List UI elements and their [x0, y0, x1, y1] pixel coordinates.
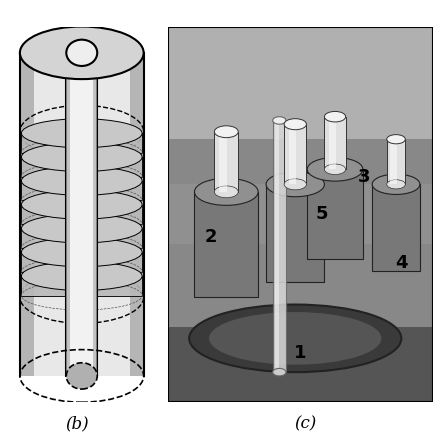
Ellipse shape [194, 178, 258, 206]
Polygon shape [273, 121, 286, 372]
Polygon shape [214, 132, 238, 192]
Ellipse shape [22, 166, 142, 195]
Ellipse shape [22, 214, 142, 243]
Ellipse shape [266, 172, 324, 197]
Ellipse shape [307, 157, 363, 181]
Ellipse shape [214, 186, 238, 198]
Ellipse shape [214, 126, 238, 137]
Polygon shape [20, 53, 144, 376]
Ellipse shape [22, 119, 142, 148]
Ellipse shape [324, 164, 346, 175]
Ellipse shape [20, 27, 144, 79]
Ellipse shape [387, 180, 405, 189]
Ellipse shape [22, 238, 142, 267]
Polygon shape [390, 139, 397, 184]
Polygon shape [66, 53, 97, 376]
Polygon shape [21, 252, 142, 272]
Text: 2: 2 [204, 228, 217, 246]
Ellipse shape [22, 143, 142, 171]
Bar [168, 327, 433, 402]
Text: (b): (b) [65, 416, 89, 433]
Ellipse shape [22, 190, 142, 219]
Ellipse shape [284, 119, 306, 130]
Polygon shape [20, 53, 34, 376]
Text: 5: 5 [316, 206, 328, 223]
Ellipse shape [273, 117, 286, 124]
Ellipse shape [66, 363, 97, 389]
Polygon shape [219, 132, 228, 192]
Polygon shape [194, 192, 258, 297]
Ellipse shape [324, 111, 346, 122]
Text: 1: 1 [294, 344, 307, 362]
Ellipse shape [273, 369, 286, 376]
Ellipse shape [22, 262, 142, 290]
Ellipse shape [284, 179, 306, 190]
Polygon shape [307, 169, 363, 259]
Polygon shape [329, 117, 336, 169]
Ellipse shape [189, 305, 401, 372]
Polygon shape [93, 53, 97, 376]
Polygon shape [275, 121, 279, 372]
Polygon shape [21, 133, 142, 153]
Polygon shape [21, 157, 142, 176]
Polygon shape [21, 181, 142, 200]
Text: (c): (c) [294, 416, 316, 433]
Ellipse shape [372, 174, 420, 194]
Ellipse shape [209, 312, 381, 365]
Polygon shape [289, 124, 297, 184]
Polygon shape [168, 184, 433, 244]
Ellipse shape [66, 40, 97, 66]
Text: 3: 3 [358, 168, 370, 186]
Polygon shape [324, 117, 346, 169]
Polygon shape [266, 184, 324, 282]
Polygon shape [66, 53, 70, 376]
Polygon shape [21, 276, 142, 296]
Polygon shape [387, 139, 405, 184]
Polygon shape [34, 53, 130, 376]
Text: 4: 4 [395, 254, 408, 272]
Polygon shape [21, 229, 142, 248]
Bar [168, 27, 433, 139]
Polygon shape [372, 184, 420, 271]
Polygon shape [284, 124, 306, 184]
Polygon shape [21, 205, 142, 224]
Ellipse shape [387, 135, 405, 144]
Polygon shape [130, 53, 144, 376]
